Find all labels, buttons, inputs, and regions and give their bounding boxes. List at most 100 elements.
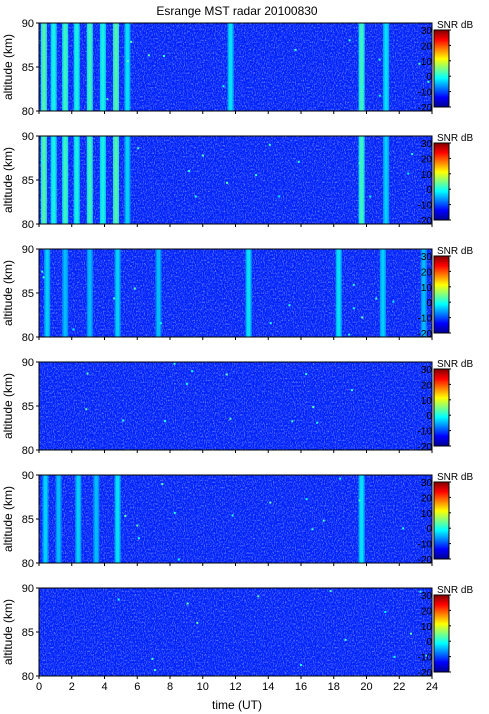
heatmap-noise-dark [39, 249, 432, 337]
bright-pixel [196, 621, 199, 624]
bright-pixel [257, 595, 260, 598]
y-tick-label: 85 [22, 175, 34, 187]
x-tick-label: 24 [426, 681, 438, 693]
bright-pixel [161, 483, 164, 486]
bright-pixel [229, 417, 232, 420]
colorbar-label: SNR dB [437, 585, 473, 596]
bright-pixel [316, 421, 319, 424]
colorbar-tick-label: -20 [418, 329, 433, 340]
bright-pixel [177, 558, 180, 561]
x-tick-label: 18 [328, 681, 340, 693]
bright-pixel [297, 160, 300, 163]
colorbar-frame [433, 29, 450, 108]
bright-pixel [278, 195, 281, 198]
enhanced-column-core [52, 136, 56, 224]
enhanced-column-core [114, 23, 118, 111]
bright-pixel [419, 590, 422, 593]
y-tick-label: 80 [22, 558, 34, 570]
colorbar-tick-label: 30 [421, 252, 433, 263]
bright-pixel [106, 98, 109, 101]
x-tick-label: 2 [69, 681, 75, 693]
bright-pixel [351, 389, 353, 392]
bright-pixel [159, 322, 162, 325]
colorbar-frame [433, 142, 450, 221]
enhanced-column-core [114, 136, 118, 224]
colorbar [434, 595, 449, 672]
y-axis-label: altitude (km) [1, 34, 15, 100]
panel-1: 80 85 90 altitude (km) SNR dB 30 20 10 0 -10 -20 [1, 18, 473, 118]
y-tick-label: 80 [22, 671, 34, 683]
enhanced-column-core [57, 475, 61, 563]
colorbar-tick-label: -10 [418, 314, 433, 325]
heatmap-noise-dark [39, 475, 432, 563]
colorbar-tick-label: 20 [421, 41, 433, 52]
bright-pixel [137, 147, 140, 150]
bright-pixel [358, 499, 361, 502]
colorbar-tick-label: 30 [421, 478, 433, 489]
bright-pixel [352, 307, 355, 310]
chart-title: Esrange MST radar 20100830 [156, 4, 318, 18]
bright-pixel [186, 602, 189, 605]
colorbar-tick-label: 20 [421, 380, 433, 391]
bright-pixel [255, 174, 258, 177]
y-tick-label: 90 [22, 18, 34, 30]
x-tick-label: 14 [262, 681, 274, 693]
bright-pixel [392, 300, 395, 303]
enhanced-column-core [157, 249, 160, 337]
bright-pixel [384, 611, 387, 613]
enhanced-column-core [75, 136, 79, 224]
colorbar-tick-label: 30 [421, 26, 433, 37]
bright-pixel [358, 162, 361, 165]
x-tick-label: 10 [197, 681, 209, 693]
bright-pixel [226, 181, 228, 184]
x-tick-label: 20 [360, 681, 372, 693]
bright-pixel [269, 501, 272, 504]
enhanced-column-core [337, 249, 341, 337]
panel-3: 80 85 90 altitude (km) SNR dB 30 20 10 0 -10 -20 [1, 244, 473, 344]
heatmap-noise-dark [39, 588, 432, 676]
bright-pixel [358, 37, 361, 40]
colorbar-tick-label: 0 [426, 411, 432, 422]
colorbar-tick-label: 20 [421, 154, 433, 165]
bright-pixel [41, 270, 44, 273]
enhanced-column-core [42, 23, 46, 111]
bright-pixel [425, 654, 428, 657]
colorbar-tick-label: -20 [418, 216, 433, 227]
y-axis-label: altitude (km) [1, 260, 15, 326]
x-tick-label: 8 [167, 681, 173, 693]
enhanced-column-core [247, 249, 251, 337]
enhanced-column-core [101, 136, 105, 224]
y-tick-label: 80 [22, 445, 34, 457]
y-tick-label: 85 [22, 627, 34, 639]
bright-pixel [231, 514, 234, 517]
bright-pixel [305, 373, 308, 376]
colorbar-tick-label: 0 [426, 524, 432, 535]
bright-pixel [126, 60, 129, 63]
bright-pixel [185, 382, 188, 385]
bright-pixel [312, 406, 315, 408]
bright-pixel [300, 664, 302, 667]
bright-pixel [348, 333, 351, 336]
bright-pixel [305, 498, 308, 501]
panel-5: 80 85 90 altitude (km) SNR dB 30 20 10 0 -10 -20 [1, 470, 473, 570]
colorbar-tick-label: 10 [421, 170, 433, 181]
enhanced-column-core [360, 475, 364, 563]
bright-pixel [411, 153, 414, 156]
bright-pixel [163, 55, 165, 57]
bright-pixel [173, 362, 176, 365]
enhanced-column-core [229, 23, 233, 111]
bright-pixel [188, 170, 191, 172]
bright-pixel [225, 373, 228, 376]
enhanced-column-core [88, 136, 92, 224]
colorbar-tick-label: -10 [418, 540, 433, 551]
enhanced-column-core [63, 136, 67, 224]
bright-pixel [136, 524, 139, 527]
bright-pixel [173, 511, 176, 514]
colorbar-tick-label: -20 [418, 668, 433, 679]
heatmap-noise-dark [39, 23, 432, 111]
bright-pixel [288, 304, 291, 307]
colorbar-tick-label: 10 [421, 57, 433, 68]
bright-pixel [194, 195, 197, 198]
colorbar-frame [433, 594, 450, 673]
